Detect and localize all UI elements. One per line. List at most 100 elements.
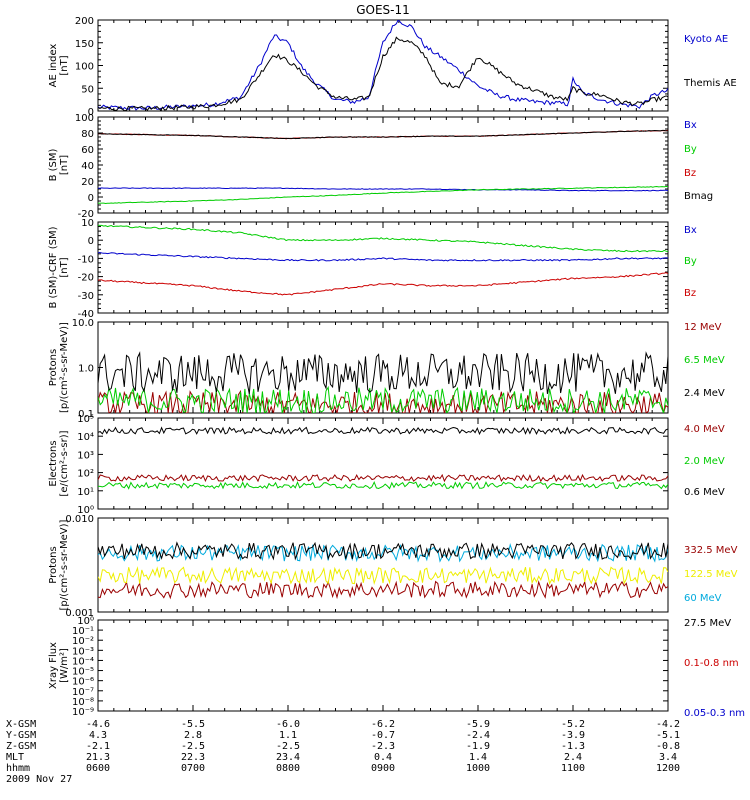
panel-bsm: -20 0 20 40 60 80 100 B (SM) [nT] Bx By Bz Bmag <box>48 113 713 220</box>
y-tick-label: 10⁻³ <box>72 646 94 657</box>
footer-value: 0900 <box>371 763 395 774</box>
footer-value: -4.6 <box>86 719 110 730</box>
footer-row-label: Y-GSM <box>6 730 36 741</box>
y-tick-label: 10⁻⁶ <box>72 677 94 688</box>
y-tick-label: 40 <box>81 161 94 172</box>
panel-frame <box>97 619 669 712</box>
footer-value: -5.2 <box>561 719 585 730</box>
legend-entry: Kyoto AE <box>684 34 728 45</box>
panel-electrons: 10⁰ 10¹ 10² 10³ 10⁴ 10⁵ Electrons [e/(cm²-s-sr)… <box>48 414 725 516</box>
y-axis-label: AE index <box>48 44 59 88</box>
footer-value: 3.4 <box>659 752 677 763</box>
legend-entry: 0.05-0.3 nm <box>684 708 745 719</box>
panel-frame <box>97 19 669 112</box>
y-tick-label: -30 <box>78 291 94 302</box>
legend-entry: By <box>684 144 697 155</box>
footer-value: 2.4 <box>564 752 582 763</box>
panel-frame <box>97 321 669 414</box>
footer-value: 22.3 <box>181 752 205 763</box>
legend-entry: 4.0 MeV <box>684 424 725 435</box>
footer-value: -5.9 <box>466 719 490 730</box>
footer-value: 1.1 <box>279 730 297 741</box>
legend-entry: Bx <box>684 225 697 236</box>
y-tick-label: 10⁻⁴ <box>72 656 94 667</box>
y-tick-label: 50 <box>81 84 94 95</box>
plot-title: GOES-11 <box>356 3 410 17</box>
legend-entry: 0.1-0.8 nm <box>684 658 739 669</box>
panel-xray: 10⁻⁹10⁻⁸10⁻⁷10⁻⁶10⁻⁵10⁻⁴10⁻³10⁻²10⁻¹10⁰ X… <box>48 616 745 719</box>
y-tick-label: 10 <box>81 218 94 229</box>
footer-value: 23.4 <box>276 752 300 763</box>
y-tick-label: 100 <box>75 113 94 124</box>
legend-entry: Bz <box>684 168 696 179</box>
panel-frame <box>97 116 669 214</box>
footer-value: 1.4 <box>469 752 487 763</box>
y-axis-label: B (SM) <box>48 148 59 181</box>
panel-bdiff: -40 -30 -20 -10 0 10 B (SM)-CRF (SM) [nT] Bx By Bz <box>48 218 697 320</box>
series-line-by <box>98 185 668 205</box>
y-axis-label: [nT] <box>59 257 70 277</box>
y-tick-label: 200 <box>75 16 94 27</box>
series-line-27-5-mev <box>98 541 668 561</box>
y-axis-label: Protons <box>48 349 59 386</box>
y-tick-label: 0 <box>88 236 94 247</box>
y-tick-label: 10⁻⁹ <box>72 707 94 718</box>
series-line-332-5-mev <box>98 579 668 600</box>
y-tick-label: -20 <box>78 273 94 284</box>
footer-value: -3.9 <box>561 730 585 741</box>
y-axis-label: [W/m²] <box>59 648 70 683</box>
footer-row-label: X-GSM <box>6 719 36 730</box>
footer-value: -4.2 <box>656 719 680 730</box>
y-tick-label: 60 <box>81 145 94 156</box>
footer-value: -1.3 <box>561 741 585 752</box>
footer-value: -1.9 <box>466 741 490 752</box>
legend-entry: 122.5 MeV <box>684 569 738 580</box>
panel-frame <box>97 517 669 613</box>
footer-value: -2.4 <box>466 730 490 741</box>
y-tick-label: 10⁰ <box>77 505 94 516</box>
series-line-0-6-mev <box>98 426 668 436</box>
y-tick-label: 0.1 <box>78 409 94 420</box>
footer-value: 21.3 <box>86 752 110 763</box>
y-tick-label: 10⁻² <box>72 636 94 647</box>
y-axis-label: Electrons <box>48 440 59 486</box>
legend-entry: 332.5 MeV <box>684 545 738 556</box>
series-line-bmag <box>98 129 668 140</box>
footer-value: 1000 <box>466 763 490 774</box>
y-tick-label: 100 <box>75 62 94 73</box>
footer-value: 0800 <box>276 763 300 774</box>
legend-entry: By <box>684 256 697 267</box>
y-tick-label: 0.001 <box>65 608 94 619</box>
y-tick-label: 10⁻⁷ <box>72 687 94 698</box>
legend-entry: 0.6 MeV <box>684 487 725 498</box>
footer-value: 0.4 <box>374 752 392 763</box>
series-line-by <box>98 224 668 253</box>
y-axis-label: [p/(cm²-s-sr-MeV)] <box>59 322 70 413</box>
series-line-kyoto-ae <box>98 20 668 111</box>
series-line-2-4-mev <box>98 351 668 394</box>
footer-value: -6.0 <box>276 719 300 730</box>
legend-entry: Bx <box>684 120 697 131</box>
footer-value: -2.1 <box>86 741 110 752</box>
series-line-122-5-mev <box>98 566 668 586</box>
y-tick-label: 10¹ <box>77 487 94 498</box>
y-tick-label: 0 <box>88 107 94 118</box>
footer-value: 2.8 <box>184 730 202 741</box>
footer-date: 2009 Nov 27 <box>6 774 72 785</box>
legend-entry: 2.4 MeV <box>684 388 725 399</box>
y-tick-label: -20 <box>78 209 94 220</box>
footer-value: 0600 <box>86 763 110 774</box>
legend-entry: Bmag <box>684 191 713 202</box>
y-tick-label: 10⁵ <box>77 414 94 425</box>
panel-protons_high: 0.001 0.010 Protons [p/(cm²-s-sr-MeV)] 332.5… <box>48 514 738 629</box>
footer-value: -2.5 <box>181 741 205 752</box>
y-tick-label: 10³ <box>77 450 94 461</box>
y-tick-label: 10⁻⁵ <box>72 667 94 678</box>
footer-value: -2.3 <box>371 741 395 752</box>
series-line-themis-ae <box>98 36 668 111</box>
panel-ae: 0 50 100 150 200 AE index [nT] Kyoto AE Themis A… <box>48 16 737 118</box>
series-line-2-0-mev <box>98 480 668 490</box>
footer-value: -5.1 <box>656 730 680 741</box>
footer-value: 0700 <box>181 763 205 774</box>
